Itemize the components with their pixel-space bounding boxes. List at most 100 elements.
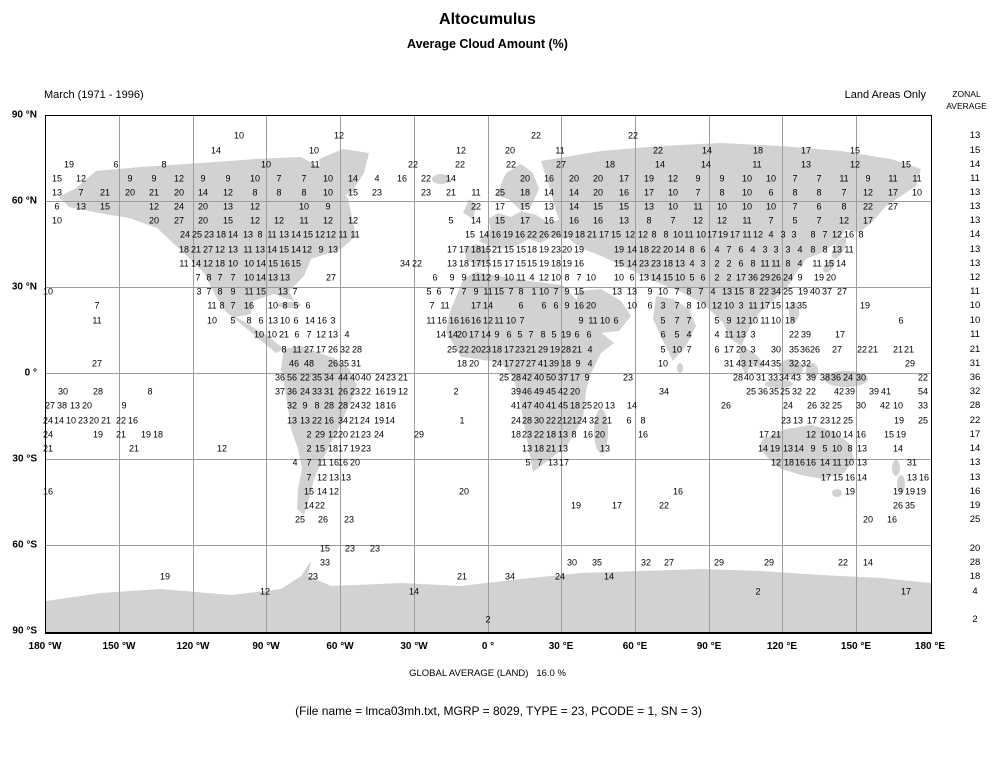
zonal-average-value: 11 — [970, 173, 980, 184]
landmass-iberia — [464, 244, 491, 267]
landmass-iceland — [432, 174, 450, 184]
landmass-borneo — [779, 359, 803, 377]
landmass-sumatra — [740, 348, 764, 368]
meridian-gridline — [709, 116, 710, 632]
landmass-japan-south — [823, 259, 835, 273]
landmass-india — [653, 296, 696, 361]
zonal-average-header: ZONAL AVERAGE — [936, 88, 997, 112]
meridian-gridline — [635, 116, 636, 632]
zonal-average-value: 13 — [969, 130, 981, 141]
landmass-japan-north — [831, 237, 847, 259]
zonal-average-value: 32 — [969, 386, 981, 397]
zonal-header-line1: ZONAL — [952, 89, 981, 99]
meridian-gridline — [266, 116, 267, 632]
zonal-average-value: 11 — [970, 286, 980, 297]
parallel-gridline — [46, 545, 931, 546]
longitude-tick-label: 30 °E — [548, 641, 574, 652]
global-average-label: GLOBAL AVERAGE (LAND) 16.0 % — [409, 668, 566, 679]
zonal-average-value: 36 — [969, 372, 981, 383]
zonal-average-value: 17 — [969, 429, 981, 440]
latitude-tick-label: 30 °N — [11, 281, 37, 293]
zonal-average-value: 13 — [969, 244, 981, 255]
landmass-asia — [541, 143, 921, 346]
zonal-average-value: 25 — [969, 514, 981, 525]
longitude-tick-label: 90 °W — [252, 641, 280, 652]
zonal-average-value: 31 — [969, 358, 981, 369]
meridian-gridline — [782, 116, 783, 632]
landmass-java — [765, 380, 793, 388]
landmass-tasmania — [832, 489, 842, 497]
landmass-british-isles — [463, 199, 477, 219]
meridian-gridline — [119, 116, 120, 632]
zonal-average-value: 20 — [969, 543, 981, 554]
parallel-gridline — [46, 287, 931, 288]
meridian-gridline — [340, 116, 341, 632]
zonal-average-value: 14 — [969, 443, 981, 454]
zonal-average-value: 14 — [969, 229, 981, 240]
coverage-label: Land Areas Only — [844, 89, 926, 101]
landmass-greenland — [319, 149, 369, 199]
latitude-tick-label: 60 °S — [12, 539, 37, 551]
zonal-average-value: 10 — [969, 315, 981, 326]
meridian-gridline — [856, 116, 857, 632]
landmass-madagascar — [594, 409, 608, 453]
zonal-average-value: 13 — [969, 187, 981, 198]
parallel-gridline — [46, 459, 931, 460]
zonal-average-value: 13 — [969, 215, 981, 226]
landmass-australia — [759, 425, 854, 479]
meridian-gridline — [561, 116, 562, 632]
landmass-sulawesi — [806, 363, 818, 379]
longitude-tick-label: 0 ° — [481, 641, 495, 652]
landmass-cuba — [277, 302, 301, 308]
zonal-average-value: 13 — [969, 201, 981, 212]
page-title: Altocumulus — [439, 11, 536, 28]
longitude-tick-label: 150 °W — [102, 641, 136, 652]
latitude-tick-label: 90 °N — [11, 109, 37, 121]
landmass-philippines — [789, 302, 799, 322]
landmass-new-zealand-south — [897, 475, 905, 493]
zonal-average-value: 16 — [969, 486, 981, 497]
file-info-label: (File name = lmca03mh.txt, MGRP = 8029, … — [295, 704, 702, 718]
zonal-average-value: 28 — [969, 400, 981, 411]
meridian-gridline — [193, 116, 194, 632]
zonal-average-value: 22 — [969, 415, 981, 426]
landmass-south-america — [281, 346, 357, 515]
latitude-tick-label: 90 °S — [12, 625, 37, 637]
zonal-header-line2: AVERAGE — [946, 101, 987, 111]
meridian-gridline — [488, 116, 489, 632]
landmass-arabia — [576, 289, 631, 333]
parallel-gridline — [46, 373, 931, 374]
page-subtitle: Average Cloud Amount (%) — [407, 37, 568, 51]
landmass-new-guinea — [824, 371, 868, 387]
longitude-tick-label: 60 °W — [326, 641, 354, 652]
landmass-scandinavia — [496, 164, 539, 209]
landmass-north-america — [59, 157, 356, 353]
zonal-average-value: 13 — [969, 457, 981, 468]
zonal-average-value: 15 — [969, 145, 981, 156]
zonal-average-value: 21 — [969, 344, 981, 355]
zonal-average-value: 13 — [969, 258, 981, 269]
zonal-average-value: 10 — [969, 300, 981, 311]
zonal-average-value: 4 — [972, 586, 978, 597]
longitude-tick-label: 60 °E — [622, 641, 648, 652]
zonal-average-value: 28 — [969, 557, 981, 568]
longitude-tick-label: 180 °E — [914, 641, 946, 652]
period-label: March (1971 - 1996) — [44, 89, 144, 101]
longitude-tick-label: 30 °W — [400, 641, 428, 652]
zonal-average-value: 11 — [970, 329, 980, 340]
zonal-average-value: 14 — [969, 159, 981, 170]
longitude-tick-label: 120 °W — [176, 641, 210, 652]
latitude-tick-label: 0 ° — [24, 367, 37, 379]
zonal-average-value: 13 — [969, 472, 981, 483]
zonal-average-value: 2 — [972, 614, 978, 625]
latitude-tick-label: 60 °N — [11, 195, 37, 207]
zonal-average-value: 12 — [969, 272, 981, 283]
landmass-new-zealand-north — [892, 460, 900, 476]
longitude-tick-label: 150 °E — [840, 641, 872, 652]
parallel-gridline — [46, 201, 931, 202]
landmass-sri-lanka — [677, 363, 683, 373]
zonal-average-value: 19 — [969, 500, 981, 511]
longitude-tick-label: 90 °E — [696, 641, 722, 652]
longitude-tick-label: 180 °W — [28, 641, 62, 652]
